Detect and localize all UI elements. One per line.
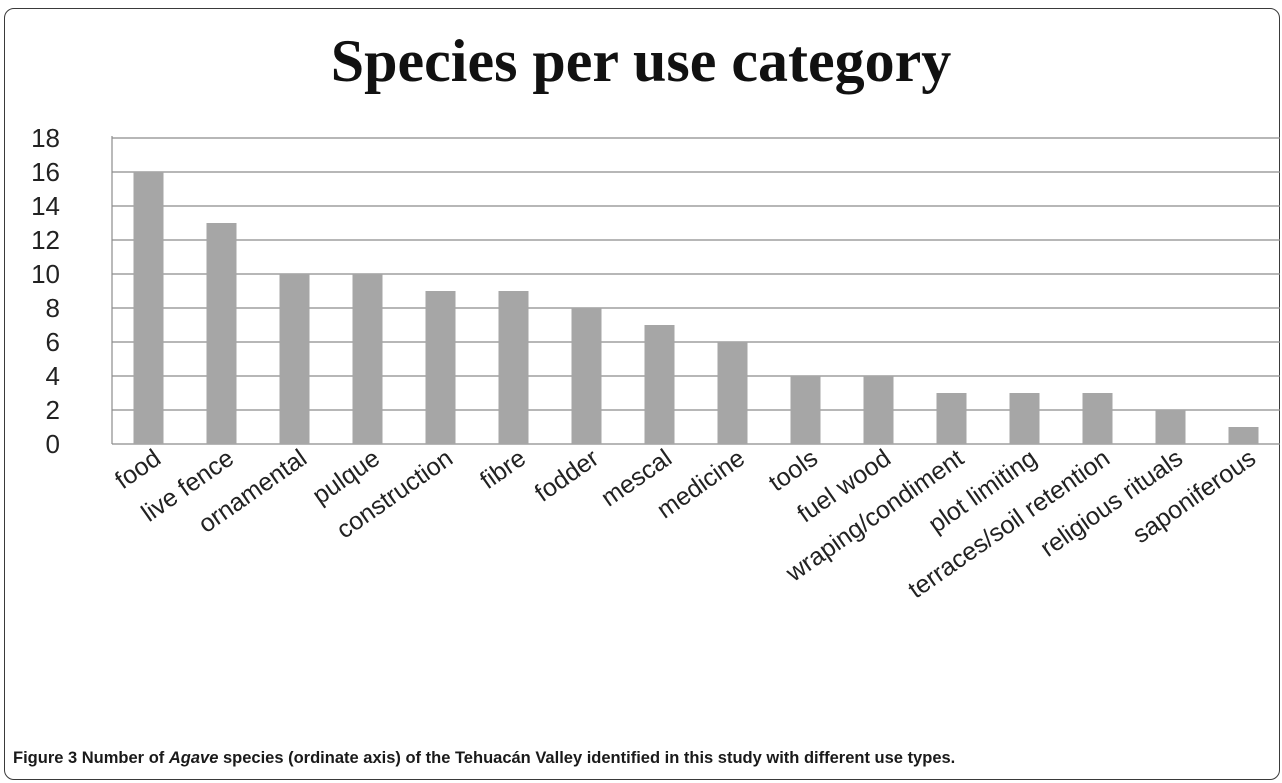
y-tick-label: 14 (31, 191, 60, 221)
bar (571, 308, 602, 444)
y-tick-label: 4 (46, 361, 60, 391)
bar (644, 325, 675, 444)
y-tick-label: 2 (46, 395, 60, 425)
bar (352, 274, 383, 444)
bar (1228, 427, 1259, 444)
bar (1082, 393, 1113, 444)
bars (133, 172, 1259, 444)
bar (206, 223, 237, 444)
bar (425, 291, 456, 444)
bar (498, 291, 529, 444)
bar (133, 172, 164, 444)
x-tick-label: saponiferous (1128, 444, 1261, 549)
y-tick-labels: 0 2 4 6 8 10 12 14 16 18 (31, 123, 60, 459)
y-tick-label: 12 (31, 225, 60, 255)
y-tick-label: 16 (31, 157, 60, 187)
chart-title: Species per use category (331, 28, 951, 94)
bar (790, 376, 821, 444)
y-tick-label: 8 (46, 293, 60, 323)
caption-italic: Agave (168, 749, 219, 767)
bar (936, 393, 967, 444)
bar-chart: Species per use category 0 2 4 6 8 10 12 14 16 18… (31, 28, 1280, 604)
bar (1009, 393, 1040, 444)
y-tick-label: 6 (46, 327, 60, 357)
y-tick-label: 18 (31, 123, 60, 153)
caption-suffix: species (ordinate axis) of the Tehuacán … (218, 749, 956, 767)
bar (1155, 410, 1186, 444)
caption-prefix: Figure 3 Number of (13, 749, 169, 767)
bar (717, 342, 748, 444)
x-tick-label: fodder (530, 444, 604, 508)
bar (863, 376, 894, 444)
bar (279, 274, 310, 444)
y-tick-label: 0 (46, 429, 60, 459)
y-tick-label: 10 (31, 259, 60, 289)
x-tick-label: food (110, 444, 166, 495)
figure-caption: Figure 3 Number of Agave species (ordina… (13, 749, 1273, 768)
x-tick-label: fibre (475, 444, 531, 495)
